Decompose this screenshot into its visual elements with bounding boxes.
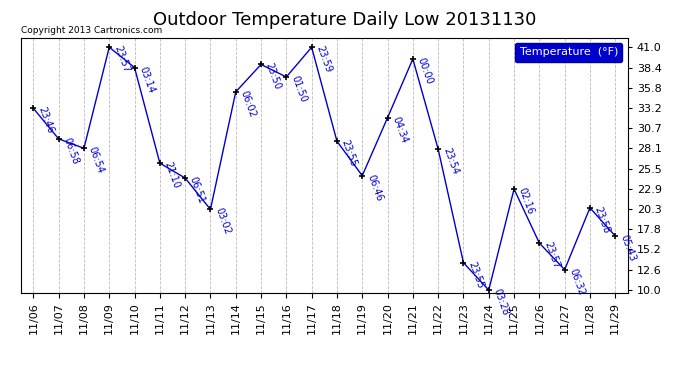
Text: 23:55: 23:55 xyxy=(339,138,359,168)
Text: 23:54: 23:54 xyxy=(441,146,460,176)
Text: 06:51: 06:51 xyxy=(188,175,207,205)
Text: 06:02: 06:02 xyxy=(239,89,257,119)
Text: 23:50: 23:50 xyxy=(264,62,283,92)
Text: 06:46: 06:46 xyxy=(365,173,384,202)
Text: 01:50: 01:50 xyxy=(289,74,308,104)
Text: Copyright 2013 Cartronics.com: Copyright 2013 Cartronics.com xyxy=(21,26,162,35)
Text: 21:10: 21:10 xyxy=(163,160,181,190)
Text: 03:14: 03:14 xyxy=(137,65,156,94)
Text: 23:46: 23:46 xyxy=(36,105,55,135)
Text: 05:43: 05:43 xyxy=(618,233,637,263)
Text: 23:59: 23:59 xyxy=(315,44,333,74)
Text: 00:00: 00:00 xyxy=(415,56,435,86)
Text: 04:34: 04:34 xyxy=(391,115,409,144)
Text: 03:02: 03:02 xyxy=(213,207,232,236)
Legend: Temperature  (°F): Temperature (°F) xyxy=(515,43,622,62)
Text: 23:57: 23:57 xyxy=(112,44,131,74)
Text: Outdoor Temperature Daily Low 20131130: Outdoor Temperature Daily Low 20131130 xyxy=(153,11,537,29)
Text: 23:57: 23:57 xyxy=(542,240,561,270)
Text: 02:16: 02:16 xyxy=(517,186,535,216)
Text: 23:55: 23:55 xyxy=(466,260,485,290)
Text: 06:58: 06:58 xyxy=(61,136,80,166)
Text: 06:54: 06:54 xyxy=(87,146,106,175)
Text: 06:32: 06:32 xyxy=(567,267,586,297)
Text: 23:58: 23:58 xyxy=(593,205,612,235)
Text: 03:28: 03:28 xyxy=(491,287,511,317)
